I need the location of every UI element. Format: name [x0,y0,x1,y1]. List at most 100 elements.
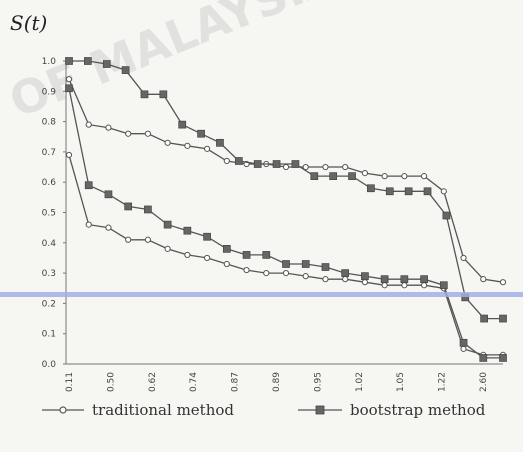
data-point [144,130,152,137]
data-point [104,190,113,199]
data-point [159,90,168,99]
y-tick-label: 0.4 [42,239,57,249]
data-point [310,172,319,180]
data-point [263,270,270,277]
x-tick-labels: 0.11 0.50 0.62 0.74 0.87 0.89 0.95 1.02 1.05 1.22… [65,372,489,392]
data-point [105,224,112,231]
data-point [342,163,349,171]
data-point [282,260,290,268]
series-layer [65,57,507,362]
data-point [400,275,409,284]
data-point [385,187,394,196]
x-tick-label: 1.05 [396,372,406,392]
data-point [65,151,73,159]
data-point [216,138,224,147]
data-point [459,338,468,347]
data-point [84,181,93,190]
data-point [65,76,73,83]
data-point [341,269,350,277]
data-point [125,130,132,137]
data-point [184,142,191,149]
data-point [302,163,309,171]
data-point [480,276,487,283]
y-tick-label: 0.6 [42,178,57,188]
data-point [381,173,388,180]
data-point [223,157,230,165]
series-circle-lower [65,151,507,359]
data-point [420,282,428,289]
data-point [222,245,231,253]
x-tick-label: 1.02 [355,372,365,392]
y-tick-label: 0.5 [42,209,56,219]
data-point [361,279,369,286]
data-point [183,226,192,235]
data-point [282,270,290,277]
x-tick-label: 0.74 [189,372,199,392]
data-point [329,172,338,180]
data-point [243,266,250,274]
y-tick-label: 0.3 [42,269,56,279]
data-point [234,157,243,165]
data-point [282,163,290,171]
data-point [125,236,132,243]
data-point [105,124,112,131]
data-point [321,263,330,271]
data-point [302,273,309,280]
legend: traditional method bootstrap method [42,401,486,419]
data-point [460,345,467,352]
data-point [301,260,310,268]
data-point [499,354,507,362]
data-point [121,66,130,74]
legend-traditional-label: traditional method [92,401,234,419]
y-tick-label: 0.2 [42,299,56,309]
data-point [380,275,389,284]
data-point [85,221,92,228]
y-tick-label: 0.7 [42,148,56,158]
data-point [262,251,271,259]
data-point [253,160,262,168]
data-point [85,121,92,128]
legend-traditional-marker [59,406,67,414]
data-point [197,129,205,138]
data-point [348,172,356,180]
series-line [68,88,503,359]
data-point [291,160,300,168]
data-point [367,184,375,193]
y-tick-labels: 0.0 0.1 0.2 0.3 0.4 0.5 0.6 0.7 0.8 0.9 1.0 [42,57,66,370]
y-tick-label: 0.0 [42,360,57,370]
data-point [203,254,211,262]
x-tick-label: 0.89 [272,372,282,392]
data-point [322,276,329,283]
data-point [184,251,191,259]
data-point [203,145,211,152]
data-point [442,211,451,220]
data-point [102,60,111,68]
y-tick-label: 0.1 [42,330,56,340]
y-tick-label: 0.8 [42,118,57,128]
y-tick-label: 0.9 [42,87,57,97]
data-point [423,187,432,196]
data-point [381,282,388,289]
data-point [65,84,73,93]
data-point [242,251,251,259]
data-point [361,170,369,177]
y-tick-label: 1.0 [42,57,57,67]
data-point [322,163,329,171]
series-square-upper [65,57,507,323]
data-point [178,120,187,129]
data-point [144,236,152,243]
data-point [420,173,428,180]
data-point [163,220,172,229]
data-point [223,260,230,268]
data-point [460,254,467,262]
data-point [140,90,149,99]
x-tick-label: 0.11 [65,372,75,392]
legend-bootstrap-label: bootstrap method [350,401,486,419]
data-point [164,245,171,252]
data-point [480,314,488,323]
data-point [440,188,447,195]
legend-bootstrap-marker [315,405,325,415]
data-point [499,279,507,286]
series-line [68,78,504,283]
data-point [479,354,488,362]
